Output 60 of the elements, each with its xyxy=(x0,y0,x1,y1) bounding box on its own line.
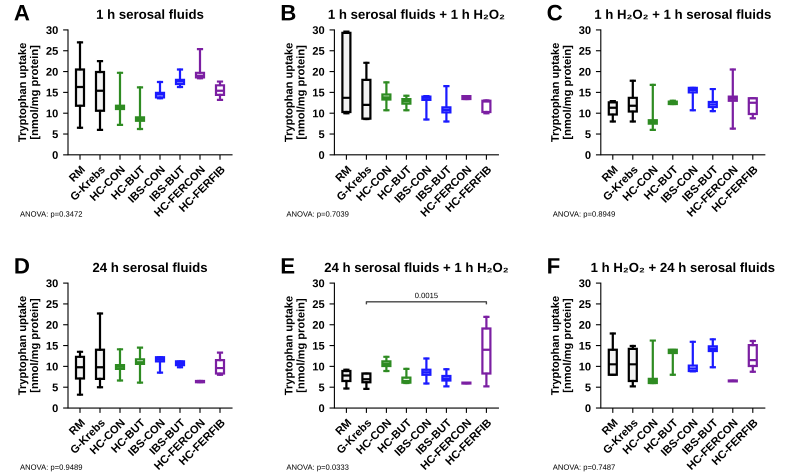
y-tick-label: 25 xyxy=(579,47,591,55)
y-tick-label: 30 xyxy=(312,26,324,34)
y-tick-label: 0 xyxy=(318,404,324,412)
y-tick-label: 30 xyxy=(46,279,58,288)
chart-title: 1 h serosal fluids xyxy=(96,9,204,19)
chart-title: 24 h serosal fluids + 1 h H₂O₂ xyxy=(324,262,508,272)
text: E xyxy=(282,258,294,274)
y-tick-label: 0 xyxy=(585,404,591,412)
y-tick-label: 0 xyxy=(52,404,58,412)
y-tick-label: 25 xyxy=(46,300,58,308)
y-tick-label: 15 xyxy=(313,342,324,350)
text: D xyxy=(15,258,29,274)
y-tick-label: 25 xyxy=(579,300,591,308)
y-tick-label: 5 xyxy=(318,384,324,392)
text: B xyxy=(282,5,296,20)
y-tick-label: 30 xyxy=(578,26,591,34)
y-axis-title: Tryptophan uptake [nmol/mg protein] xyxy=(284,296,307,396)
y-tick-label: 30 xyxy=(312,279,324,288)
y-tick-label: 20 xyxy=(312,68,324,76)
y-tick-label: 0 xyxy=(318,151,324,159)
y-tick-label: 10 xyxy=(579,109,591,118)
y-tick-label: 15 xyxy=(579,342,591,350)
text: F xyxy=(548,258,560,274)
y-tick-label: 5 xyxy=(318,130,324,138)
y-tick-label: 5 xyxy=(585,384,591,392)
y-tick-label: 20 xyxy=(46,321,58,329)
y-axis-title: Tryptophan uptake [nmol/mg protein] xyxy=(18,296,40,396)
chart-title: 24 h serosal fluids xyxy=(92,262,208,272)
y-tick-label: 10 xyxy=(313,109,324,118)
y-tick-label: 15 xyxy=(313,88,324,97)
y-axis-title: Tryptophan uptake [nmol/mg protein] xyxy=(284,43,307,142)
chart-title: 1 h serosal fluids + 1 h H₂O₂ xyxy=(328,9,504,20)
y-tick-label: 10 xyxy=(313,362,324,371)
text: C xyxy=(548,4,562,21)
y-tick-label: 5 xyxy=(585,130,591,138)
chart-title: 1 h H₂O₂ + 1 h serosal fluids xyxy=(595,9,771,20)
y-tick-label: 25 xyxy=(312,300,324,308)
text: A xyxy=(14,5,30,20)
y-tick-label: 10 xyxy=(579,362,591,371)
y-tick-label: 15 xyxy=(579,88,591,97)
y-tick-label: 30 xyxy=(46,26,58,34)
y-tick-label: 25 xyxy=(46,47,58,55)
y-tick-label: 30 xyxy=(578,279,591,288)
y-tick-label: 20 xyxy=(579,321,591,329)
y-axis-title: Tryptophan uptake [nmol/mg protein] xyxy=(550,43,574,142)
y-axis-title: Tryptophan uptake [nmol/mg protein] xyxy=(18,43,40,142)
y-tick-label: 5 xyxy=(52,130,58,138)
y-tick-label: 20 xyxy=(579,68,591,76)
y-tick-label: 0 xyxy=(585,151,591,159)
y-tick-label: 10 xyxy=(46,362,58,371)
chart-title: 1 h H₂O₂ + 24 h serosal fluids xyxy=(591,262,774,272)
y-tick-label: 0 xyxy=(52,151,58,159)
y-tick-label: 5 xyxy=(52,384,58,392)
y-tick-label: 10 xyxy=(46,109,58,118)
y-tick-label: 20 xyxy=(46,68,58,76)
y-tick-label: 25 xyxy=(312,47,324,55)
y-tick-label: 15 xyxy=(46,342,58,350)
y-tick-label: 15 xyxy=(46,88,58,97)
y-tick-label: 20 xyxy=(312,321,324,329)
y-axis-title: Tryptophan uptake [nmol/mg protein] xyxy=(550,296,574,396)
